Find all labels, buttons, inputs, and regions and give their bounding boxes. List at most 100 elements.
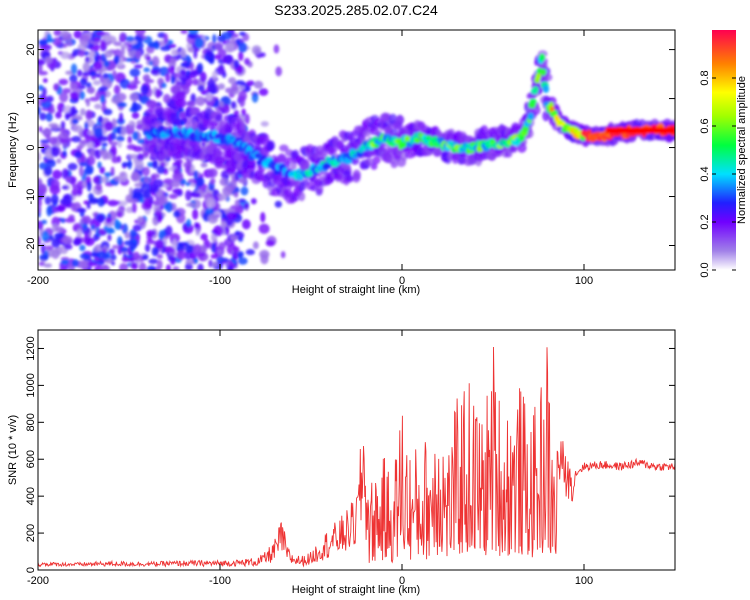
spectrogram-noise-cell — [113, 41, 122, 47]
spectrogram-noise-cell — [78, 142, 86, 148]
spectrogram-noise-cell — [77, 186, 83, 196]
spectrogram-noise-cell — [213, 225, 224, 237]
spectrogram-noise-cell — [134, 30, 146, 36]
spectrogram-noise-cell — [45, 95, 54, 103]
spectrogram-noise-cell — [85, 109, 93, 121]
spectrogram-noise-cell — [40, 139, 50, 144]
spectrogram-noise-cell — [146, 229, 156, 237]
spectrogram-noise-cell — [169, 57, 177, 64]
spectrogram-noise-cell — [237, 95, 246, 101]
spectrogram-noise-cell — [119, 262, 129, 270]
spectrogram-noise-cell — [59, 92, 69, 103]
snr-ytick-label: 400 — [25, 487, 37, 505]
spectrogram-noise-cell — [80, 34, 91, 42]
colorbar-ticks: 0.0 0.2 0.4 0.6 0.8 — [699, 70, 736, 278]
spectrogram-noise-cell — [61, 185, 69, 190]
spectrogram-noise-cell — [72, 238, 82, 246]
spectrogram-noise-cell — [192, 208, 199, 220]
spectrogram-ridge-halo — [215, 113, 223, 122]
spectrogram-ridge-halo — [174, 118, 182, 126]
spectrogram-noise-cell — [101, 142, 108, 147]
spectrogram-noise-cell — [228, 77, 237, 84]
spectrogram-noise-cell — [150, 68, 160, 76]
spectrogram-noise-cell — [174, 99, 183, 108]
spectrogram-noise-cell — [71, 118, 79, 125]
spectrogram-noise-cell — [110, 166, 115, 176]
spectrogram-ridge-halo — [298, 191, 306, 202]
spectrogram-noise-cell — [235, 80, 245, 86]
spectrogram-noise-cell — [44, 196, 52, 205]
spectrogram-noise-cell — [44, 56, 53, 64]
spectrogram-noise-cell — [62, 43, 68, 48]
spectrogram-noise-cell — [233, 59, 240, 69]
spectrogram-noise-cell — [241, 219, 251, 230]
spectrogram-noise-cell — [52, 37, 62, 46]
spectrogram-ytick-label: -10 — [25, 189, 37, 205]
spectrogram-noise-cell — [158, 230, 165, 240]
spectrogram-noise-cell — [218, 241, 226, 250]
spectrogram-ridge-halo — [214, 150, 224, 157]
spectrogram-noise-cell — [193, 48, 198, 59]
spectrogram-noise-cell — [151, 246, 159, 257]
spectrogram-noise-cell — [38, 235, 42, 247]
page-title: S233.2025.285.02.07.C24 — [274, 2, 438, 18]
spectrogram-noise-cell — [190, 192, 201, 198]
spectrogram-noise-cell — [108, 248, 116, 255]
spectrogram-noise-cell — [222, 104, 230, 114]
snr-ytick-label: 800 — [25, 413, 37, 431]
spectrogram-noise-cell — [144, 243, 151, 253]
spectrogram-noise-cell — [165, 225, 173, 237]
spectrogram-noise-cell — [163, 33, 169, 44]
spectrogram-noise-cell — [142, 189, 151, 199]
spectrogram-noise-cell — [59, 267, 68, 270]
spectrogram-noise-cell — [93, 61, 103, 71]
spectrogram-noise-cell — [60, 51, 71, 60]
spectrogram-noise-cell — [55, 205, 66, 212]
spectrogram-ridge-cell — [527, 112, 535, 121]
spectrogram-ridge-halo — [345, 174, 353, 182]
spectrogram-noise-cell — [41, 94, 47, 103]
spectrogram-noise-cell — [110, 261, 116, 266]
spectrogram-noise-cell — [137, 138, 146, 144]
spectrogram-noise-cell — [89, 96, 100, 102]
spectrogram-noise-cell — [226, 265, 234, 270]
spectrogram-noise-cell — [226, 211, 237, 220]
spectrogram-noise-cell — [62, 235, 73, 245]
spectrogram-noise-cell — [147, 161, 154, 168]
spectrogram-noise-cell — [129, 229, 137, 239]
spectrogram-noise-cell — [179, 69, 187, 75]
spectrogram-noise-cell — [163, 93, 171, 104]
spectrogram-signal-band — [605, 127, 675, 134]
snr-xtick-label: 0 — [399, 575, 405, 587]
spectrogram-noise-cell — [154, 210, 162, 216]
spectrogram-noise-cell — [250, 198, 257, 205]
spectrogram-noise-cell — [53, 83, 59, 91]
spectrogram-noise-cell — [208, 84, 217, 95]
spectrogram-noise-cell — [69, 105, 77, 117]
spectrogram-noise-cell — [102, 34, 114, 42]
spectrogram-noise-cell — [159, 204, 164, 211]
spectrogram-noise-cell — [185, 189, 192, 201]
spectrogram-ridge-halo — [395, 115, 405, 125]
spectrogram-noise-cell — [258, 88, 269, 96]
spectrogram-ridge-halo — [298, 181, 306, 192]
spectrogram-ridge-halo — [175, 150, 183, 160]
spectrogram-noise-cell — [239, 31, 246, 36]
spectrogram-noise-cell — [113, 55, 120, 65]
colorbar-label: Normalized spectral amplitude — [736, 76, 748, 224]
spectrogram-noise-cell — [193, 258, 199, 264]
spectrogram-noise-cell — [175, 90, 186, 102]
spectrogram-noise-cell — [144, 79, 155, 84]
spectrogram-noise-cell — [59, 138, 69, 144]
spectrogram-noise-cell — [69, 74, 78, 83]
spectrogram-noise-cell — [40, 243, 46, 255]
spectrogram-noise-cell — [172, 188, 183, 195]
spectrogram-noise-cell — [173, 83, 182, 93]
spectrogram-noise-cell — [89, 70, 97, 77]
snr-xlabel: Height of straight line (km) — [292, 584, 420, 596]
spectrogram-ridge-halo — [285, 156, 293, 164]
spectrogram-noise-cell — [51, 237, 61, 248]
spectrogram-noise-cell — [65, 176, 72, 183]
